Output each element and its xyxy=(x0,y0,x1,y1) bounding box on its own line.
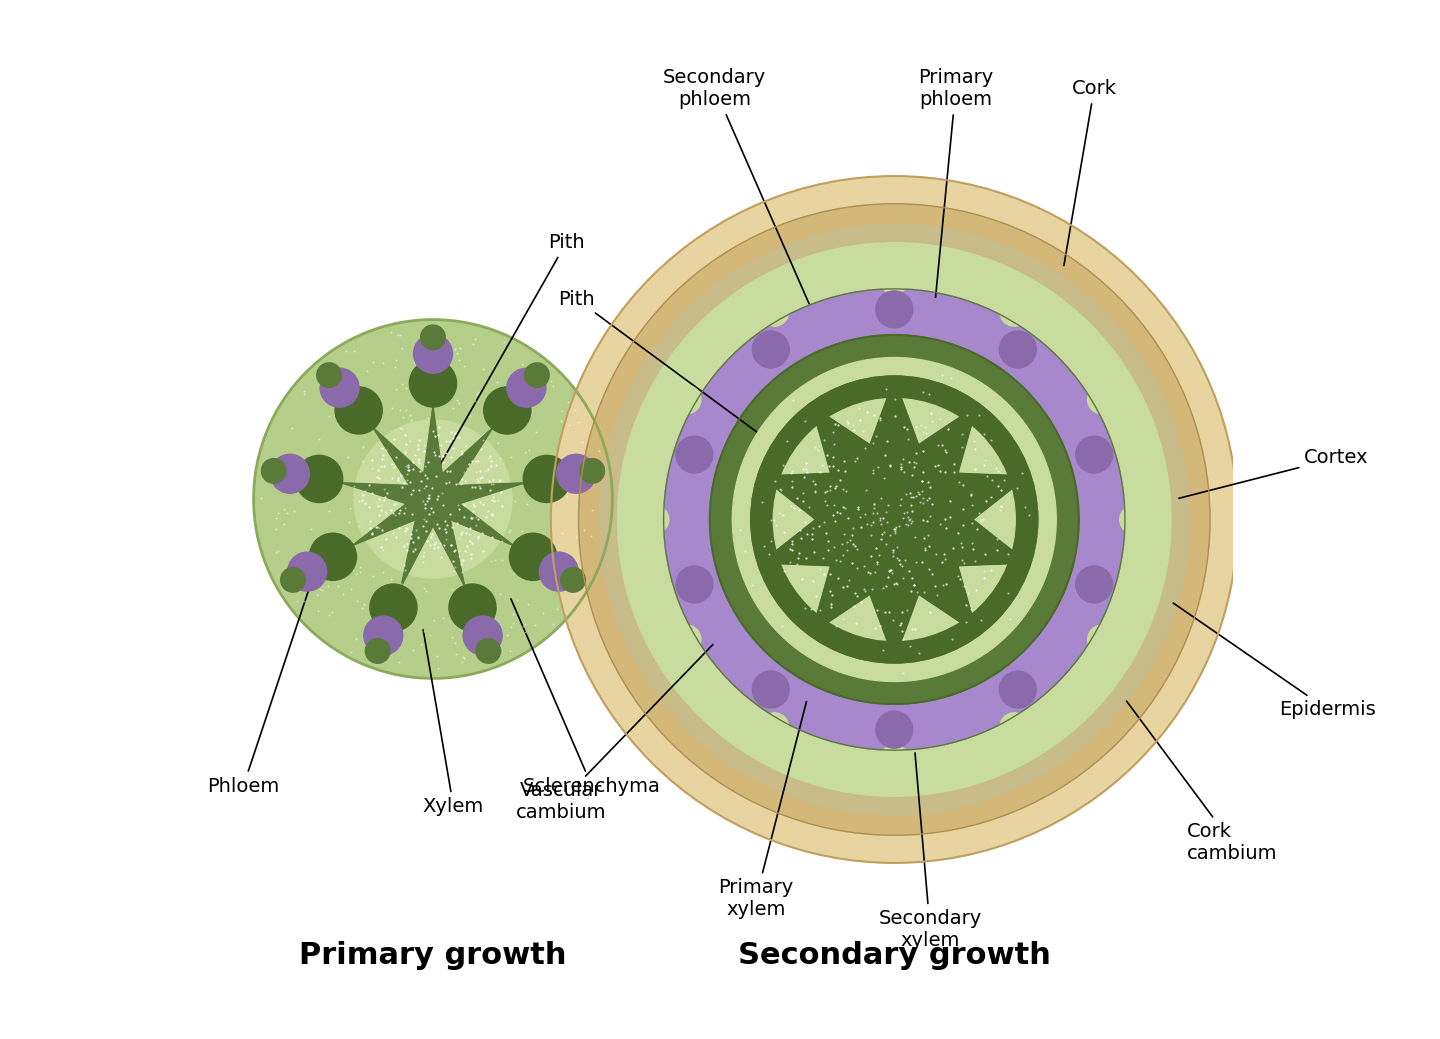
Circle shape xyxy=(580,458,605,483)
Text: Cork: Cork xyxy=(1064,79,1116,266)
Text: Secondary
phloem: Secondary phloem xyxy=(664,69,809,303)
Circle shape xyxy=(636,261,1152,778)
Circle shape xyxy=(336,387,382,434)
Circle shape xyxy=(288,552,327,591)
Text: Cortex: Cortex xyxy=(1179,449,1369,499)
Circle shape xyxy=(320,368,359,407)
Text: Pith: Pith xyxy=(439,233,585,465)
Circle shape xyxy=(253,320,612,678)
Circle shape xyxy=(317,363,341,388)
Circle shape xyxy=(999,713,1028,742)
Circle shape xyxy=(733,357,1056,682)
Text: Cork
cambium: Cork cambium xyxy=(1126,701,1277,863)
Circle shape xyxy=(370,584,418,631)
Circle shape xyxy=(364,616,403,655)
Text: Phloem: Phloem xyxy=(207,574,314,796)
Circle shape xyxy=(262,458,287,483)
Text: Secondary growth: Secondary growth xyxy=(737,940,1051,969)
Circle shape xyxy=(876,291,913,327)
Circle shape xyxy=(552,176,1238,863)
Circle shape xyxy=(999,671,1037,708)
Circle shape xyxy=(477,639,501,663)
Circle shape xyxy=(354,420,511,578)
Circle shape xyxy=(760,713,789,742)
Circle shape xyxy=(752,671,789,708)
Circle shape xyxy=(560,567,585,592)
Text: Epidermis: Epidermis xyxy=(1174,603,1375,719)
Circle shape xyxy=(675,566,713,603)
Circle shape xyxy=(420,325,445,349)
Circle shape xyxy=(1087,385,1116,414)
Circle shape xyxy=(639,505,668,534)
Circle shape xyxy=(880,745,909,774)
Circle shape xyxy=(540,552,579,591)
Circle shape xyxy=(579,204,1210,835)
Circle shape xyxy=(507,368,546,407)
Circle shape xyxy=(1076,436,1113,473)
Circle shape xyxy=(773,399,1015,640)
Circle shape xyxy=(523,455,570,503)
Circle shape xyxy=(618,243,1171,796)
Text: Secondary
xylem: Secondary xylem xyxy=(878,753,982,950)
Circle shape xyxy=(464,616,503,655)
Circle shape xyxy=(310,533,357,581)
Circle shape xyxy=(750,376,1038,663)
Circle shape xyxy=(760,297,789,326)
Circle shape xyxy=(524,363,549,388)
Text: Primary
xylem: Primary xylem xyxy=(719,701,806,920)
Circle shape xyxy=(710,335,1079,704)
Circle shape xyxy=(880,265,909,294)
Text: Primary
phloem: Primary phloem xyxy=(919,69,994,297)
Circle shape xyxy=(295,455,343,503)
Circle shape xyxy=(1076,566,1113,603)
Text: Vascular
cambium: Vascular cambium xyxy=(516,644,713,822)
Circle shape xyxy=(557,454,596,494)
Circle shape xyxy=(366,639,390,663)
Circle shape xyxy=(664,289,1125,750)
Circle shape xyxy=(876,712,913,748)
Text: Sclerenchyma: Sclerenchyma xyxy=(511,598,661,796)
Text: Pith: Pith xyxy=(559,290,769,441)
Circle shape xyxy=(510,533,557,581)
Circle shape xyxy=(271,454,310,494)
Circle shape xyxy=(672,625,701,654)
Circle shape xyxy=(752,331,789,368)
Circle shape xyxy=(413,335,452,373)
Polygon shape xyxy=(341,405,524,587)
Text: Primary growth: Primary growth xyxy=(300,940,567,969)
Circle shape xyxy=(409,359,456,407)
Circle shape xyxy=(281,567,305,592)
Polygon shape xyxy=(760,379,1028,660)
Circle shape xyxy=(449,584,495,631)
Circle shape xyxy=(1087,625,1116,654)
Circle shape xyxy=(999,297,1028,326)
Text: Xylem: Xylem xyxy=(423,630,484,816)
Circle shape xyxy=(484,387,531,434)
Circle shape xyxy=(672,385,701,414)
Circle shape xyxy=(999,331,1037,368)
Circle shape xyxy=(675,436,713,473)
Circle shape xyxy=(599,224,1189,815)
Circle shape xyxy=(1120,505,1149,534)
